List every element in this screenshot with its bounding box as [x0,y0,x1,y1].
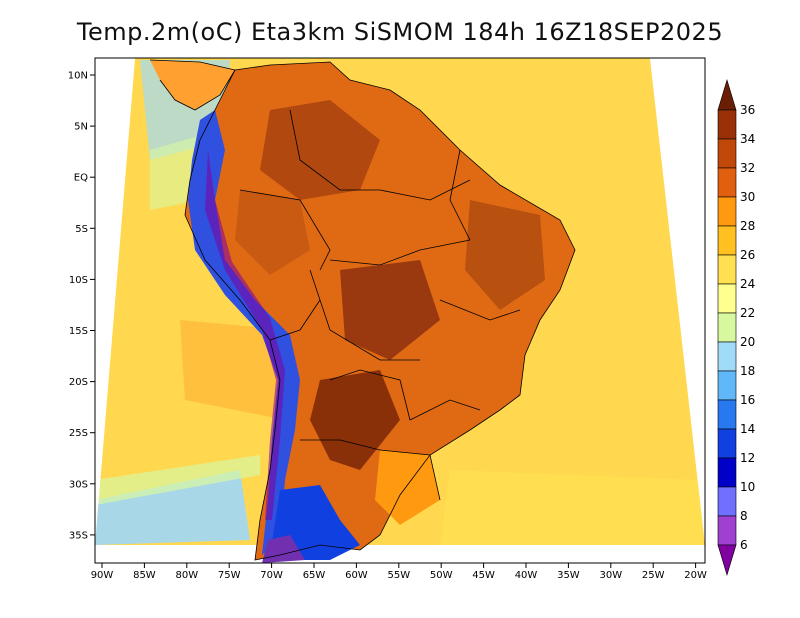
colorbar-label: 36 [740,103,755,117]
lon-tick-label: 45W [472,570,495,581]
lon-tick-label: 30W [599,570,622,581]
outside-domain-bottom [95,545,705,563]
map-title: Temp.2m(oC) Eta3km SiSMOM 184h 16Z18SEP2… [76,18,724,46]
colorbar-segment [717,167,737,198]
lon-tick-label: 25W [642,570,665,581]
lon-tick-label: 55W [387,570,410,581]
colorbar-segment [717,428,737,459]
lon-tick-label: 35W [557,570,580,581]
colorbar-segment [717,109,737,140]
lon-tick-label: 50W [430,570,453,581]
southern-ocean-cool-band [95,470,250,545]
colorbar-segment [717,283,737,314]
colorbar-segment [717,515,737,546]
colorbar-segment [717,370,737,401]
lon-tick-label: 80W [175,570,198,581]
lat-tick-label: 5S [75,224,88,235]
lat-tick-label: 15S [69,326,88,337]
pacific-warm-patch [180,320,290,420]
colorbar-segment [717,254,737,285]
southern-ocean-green-band [95,455,260,505]
lat-tick-label: 10S [69,275,88,286]
lon-tick-label: 90W [91,570,114,581]
map-plot-area [95,58,705,563]
colorbar-segment [717,312,737,343]
lon-tick-label: 75W [218,570,241,581]
colorbar-label: 6 [740,538,748,552]
lon-tick-label: 40W [515,570,538,581]
andes-cold-core [205,150,285,520]
colorbar-segment [717,399,737,430]
colorbar-label: 26 [740,248,755,262]
lat-tick-label: 35S [69,530,88,541]
uruguay-cool [375,450,440,525]
colorbar-label: 10 [740,480,755,494]
latitude-axis: 10N 5N EQ 5S 10S 15S 20S 25S 30S 35S [68,71,95,541]
lat-tick-label: 5N [74,122,88,133]
colorbar-segment [717,196,737,227]
colorbar-label: 22 [740,306,755,320]
lat-tick-label: EQ [74,173,88,184]
lat-tick-label: 30S [69,479,88,490]
colorbar-segment [717,138,737,169]
longitude-axis: 90W 85W 80W 75W 70W 65W 60W 55W 50W 45W 40W 35W 30W 2… [91,563,707,581]
colorbar-label: 14 [740,422,755,436]
patagonia-coldest [262,535,305,563]
lon-tick-label: 60W [345,570,368,581]
colorbar-segment [717,457,737,488]
colorbar-overflow-arrow [717,78,737,111]
hot-zone-west [235,190,310,275]
colorbar-label: 30 [740,190,755,204]
lon-tick-label: 85W [133,570,156,581]
atlantic-south-patch [440,470,705,545]
colorbar-segment [717,341,737,372]
colorbar-underflow-arrow [717,544,737,577]
hot-zone-chaco [310,370,400,470]
lat-tick-label: 10N [68,71,88,82]
central-america-land [150,60,235,110]
hot-zone-amazon [260,100,380,200]
colorbar-label: 28 [740,219,755,233]
colorbar-label: 20 [740,335,755,349]
colorbar-label: 8 [740,509,748,523]
hot-zone-center [340,260,440,360]
map-frame [94,57,706,564]
lat-tick-label: 25S [69,428,88,439]
country-borders [149,59,576,561]
colorbar: 36 34 32 30 28 26 24 22 20 18 16 14 12 10 8 6 [717,78,755,577]
colorbar-segment [717,486,737,517]
outside-domain-right [650,58,705,545]
lon-tick-label: 20W [684,570,707,581]
colorbar-label: 32 [740,161,755,175]
outside-domain-left [95,58,135,545]
colorbar-label: 18 [740,364,755,378]
colorbar-label: 12 [740,451,755,465]
colorbar-label: 24 [740,277,755,291]
colorbar-segment [717,225,737,256]
lon-tick-label: 65W [303,570,326,581]
colorbar-label: 16 [740,393,755,407]
lon-tick-label: 70W [260,570,283,581]
lat-tick-label: 20S [69,377,88,388]
hot-zone-northeast [465,200,545,310]
colorbar-label: 34 [740,132,755,146]
